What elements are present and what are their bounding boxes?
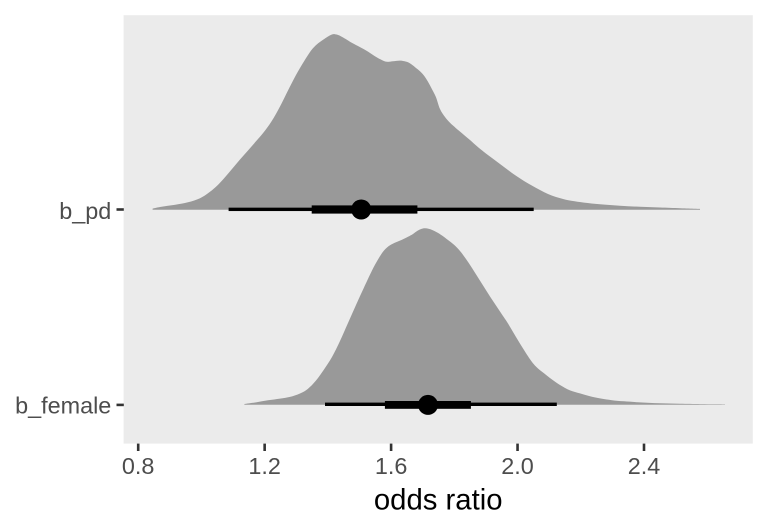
- svg-text:0.8: 0.8: [122, 453, 155, 479]
- svg-text:2.0: 2.0: [501, 453, 534, 479]
- svg-text:1.6: 1.6: [375, 453, 408, 479]
- svg-text:b_pd: b_pd: [59, 198, 111, 224]
- svg-text:odds ratio: odds ratio: [374, 483, 503, 516]
- svg-text:1.2: 1.2: [248, 453, 281, 479]
- svg-text:2.4: 2.4: [628, 453, 661, 479]
- svg-text:b_female: b_female: [15, 393, 111, 419]
